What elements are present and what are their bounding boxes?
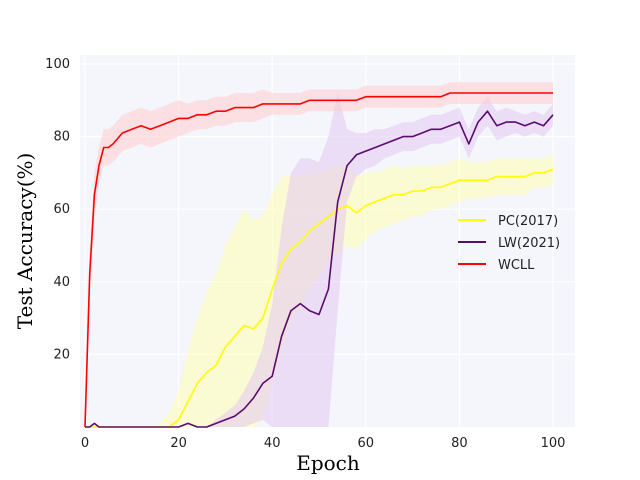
x-tick-label: 80 (451, 436, 468, 451)
x-tick-label: 0 (81, 436, 89, 451)
band-2 (85, 82, 553, 427)
band-1 (85, 93, 553, 427)
series-lines (84, 92, 554, 428)
legend-label: PC(2017) (498, 214, 558, 229)
y-tick-label: 60 (53, 202, 70, 217)
legend-label: LW(2021) (498, 236, 560, 251)
series-line-2 (84, 92, 553, 428)
band-0 (85, 154, 553, 428)
tick-labels: 0 20 40 60 80 100 20 40 60 80 100 (45, 57, 565, 451)
x-tick-label: 40 (264, 436, 281, 451)
legend-label: WCLL (498, 258, 535, 273)
y-tick-label: 80 (53, 130, 70, 145)
legend: PC(2017) LW(2021) WCLL (458, 214, 560, 273)
y-tick-label: 100 (45, 57, 70, 72)
y-axis-title: Test Accuracy(%) (13, 153, 37, 330)
series-line-0 (85, 168, 554, 428)
error-bands (85, 82, 553, 428)
y-tick-label: 40 (53, 275, 70, 290)
x-tick-label: 100 (541, 436, 566, 451)
x-axis-title: Epoch (296, 451, 360, 475)
y-tick-label: 20 (53, 347, 70, 362)
x-tick-label: 20 (170, 436, 187, 451)
series-line-1 (85, 110, 554, 428)
x-tick-label: 60 (358, 436, 375, 451)
